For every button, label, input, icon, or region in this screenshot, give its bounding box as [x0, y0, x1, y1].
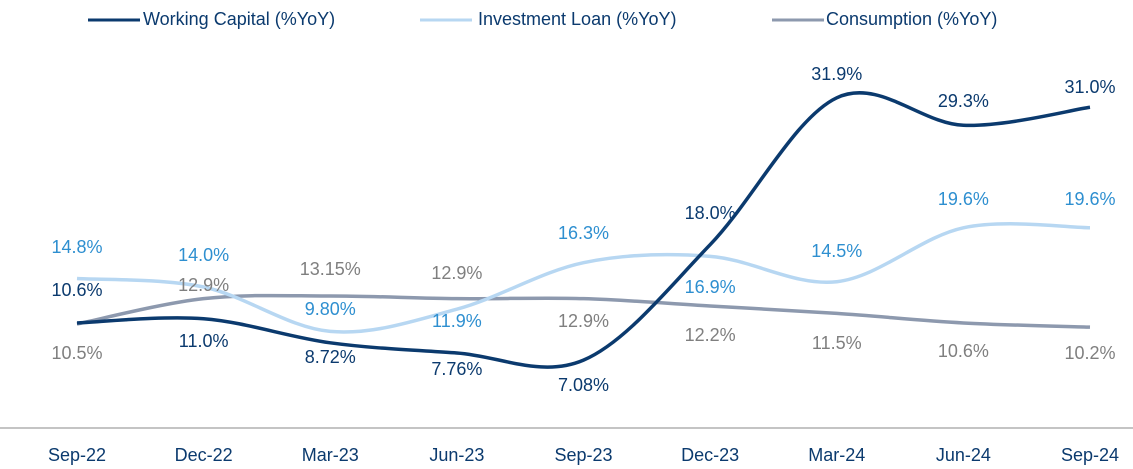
data-label: 9.80%: [305, 299, 356, 319]
x-tick-label: Mar-23: [302, 445, 359, 465]
x-tick-label: Dec-22: [175, 445, 233, 465]
data-label: 16.3%: [558, 223, 609, 243]
data-label: 10.6%: [51, 280, 102, 300]
data-label: 14.8%: [51, 237, 102, 257]
data-label: 10.6%: [938, 341, 989, 361]
data-label: 14.0%: [178, 245, 229, 265]
data-label: 12.9%: [558, 311, 609, 331]
legend-label: Consumption (%YoY): [826, 9, 997, 29]
data-label: 12.9%: [178, 275, 229, 295]
data-label: 10.2%: [1064, 343, 1115, 363]
data-label: 31.9%: [811, 64, 862, 84]
data-label: 7.76%: [431, 359, 482, 379]
data-label: 29.3%: [938, 91, 989, 111]
legend-label: Working Capital (%YoY): [143, 9, 335, 29]
data-label: 13.15%: [300, 259, 361, 279]
data-label: 19.6%: [938, 189, 989, 209]
data-label: 8.72%: [305, 347, 356, 367]
data-label: 31.0%: [1064, 77, 1115, 97]
series-line: [76, 293, 1091, 329]
x-tick-label: Mar-24: [808, 445, 865, 465]
data-label: 7.08%: [558, 375, 609, 395]
data-label: 16.9%: [685, 277, 736, 297]
data-label: 11.9%: [432, 311, 482, 331]
legend-label: Investment Loan (%YoY): [478, 9, 676, 29]
data-label: 10.5%: [51, 343, 102, 363]
x-tick-label: Sep-23: [554, 445, 612, 465]
series-line: [76, 91, 1091, 369]
x-tick-label: Sep-22: [48, 445, 106, 465]
data-label: 12.9%: [431, 263, 482, 283]
data-label: 18.0%: [685, 203, 736, 223]
data-label: 12.2%: [685, 325, 736, 345]
x-tick-label: Jun-24: [936, 445, 991, 465]
data-label: 11.5%: [812, 333, 862, 353]
x-tick-label: Sep-24: [1061, 445, 1119, 465]
data-label: 19.6%: [1064, 189, 1115, 209]
series-line: [76, 222, 1091, 334]
data-label: 11.0%: [179, 331, 229, 351]
x-tick-label: Jun-23: [429, 445, 484, 465]
data-label: 14.5%: [811, 241, 862, 261]
x-tick-label: Dec-23: [681, 445, 739, 465]
